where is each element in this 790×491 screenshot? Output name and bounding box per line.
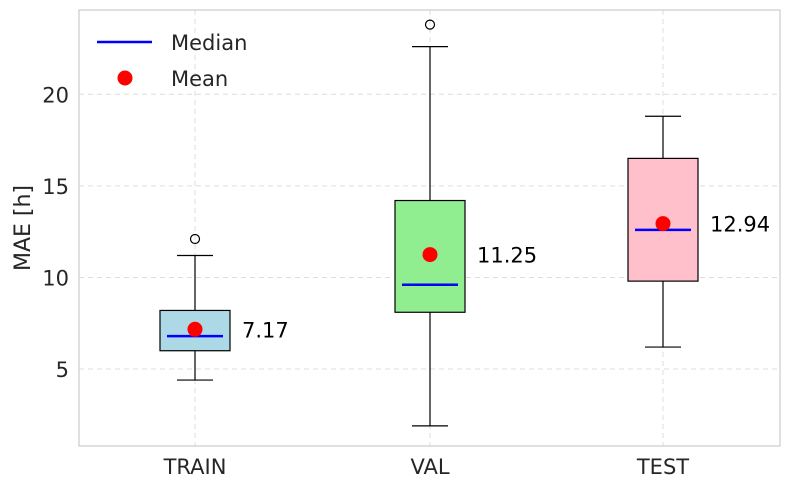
legend-median-label: Median xyxy=(171,31,247,55)
box-test xyxy=(627,157,699,282)
mean-value-label: 7.17 xyxy=(242,318,289,342)
y-tick-label: 10 xyxy=(42,266,69,290)
mean-value-label: 11.25 xyxy=(477,244,537,268)
outlier-point xyxy=(189,233,201,245)
mean-point xyxy=(187,321,203,337)
x-tick-label: TRAIN xyxy=(163,455,227,479)
y-tick-label: 15 xyxy=(42,175,69,199)
x-tick-label: VAL xyxy=(410,455,449,479)
legend-mean-label: Mean xyxy=(171,67,228,91)
y-axis-label: MAE [h] xyxy=(11,185,36,271)
plot-frame xyxy=(78,9,781,447)
mean-point xyxy=(422,247,438,263)
outlier-point xyxy=(424,19,436,30)
x-tick-label: TEST xyxy=(636,455,689,479)
y-tick-label: 20 xyxy=(42,83,69,107)
mean-value-label: 12.94 xyxy=(710,213,770,237)
mean-point xyxy=(655,216,671,232)
legend-mean-swatch xyxy=(117,70,133,86)
y-tick-label: 5 xyxy=(56,358,69,382)
